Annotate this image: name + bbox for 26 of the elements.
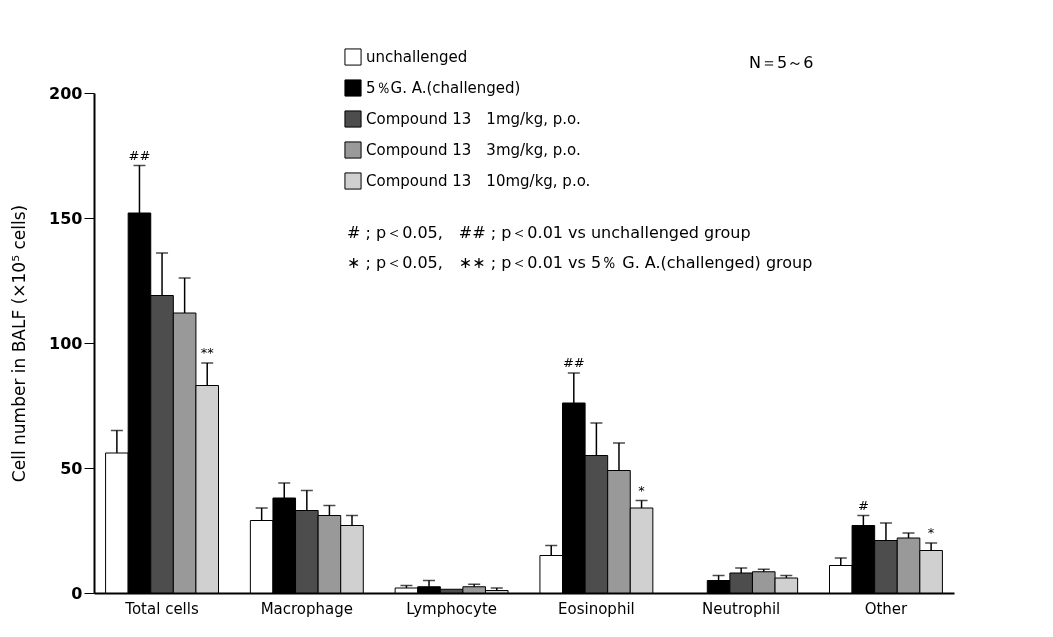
legend-label: Compound 13 1mg/kg, p.o. — [366, 110, 581, 128]
legend-label: 5％G. A.(challenged) — [366, 79, 521, 97]
annotation: ∗ ; p＜0.05, ∗∗ ; p＜0.01 vs 5％ G. A.(challenged) group — [347, 253, 813, 272]
y-tick-label: 50 — [60, 458, 83, 478]
x-tick-label: Macrophage — [260, 599, 354, 618]
text: N＝5～6 — [749, 53, 814, 72]
x-tick-label: Other — [864, 599, 909, 618]
x-tick-label: Total cells — [124, 599, 199, 618]
y-tick-label: 0 — [71, 583, 83, 603]
y-tick-label: 200 — [49, 83, 83, 103]
y-axis-title: Cell number in BALF (×10⁵ cells) — [9, 204, 30, 483]
x-tick-label: Neutrophil — [702, 599, 781, 618]
annotation: # ; p＜0.05, ## ; p＜0.01 vs unchallenged group — [347, 223, 751, 242]
x-tick-label: Eosinophil — [558, 599, 635, 618]
annotation: ** — [200, 345, 215, 360]
y-tick-label: 150 — [49, 208, 83, 228]
legend-label: Compound 13 10mg/kg, p.o. — [366, 172, 591, 190]
annotation: * — [638, 482, 646, 498]
annotation: * — [927, 525, 935, 540]
annotation: # — [857, 497, 869, 513]
legend-label: unchallenged — [366, 48, 468, 66]
annotation: ## — [562, 355, 585, 370]
x-tick-label: Lymphocyte — [406, 599, 498, 618]
annotation: ## — [128, 147, 151, 163]
y-tick-label: 100 — [49, 333, 83, 353]
legend-label: Compound 13 3mg/kg, p.o. — [366, 141, 581, 159]
